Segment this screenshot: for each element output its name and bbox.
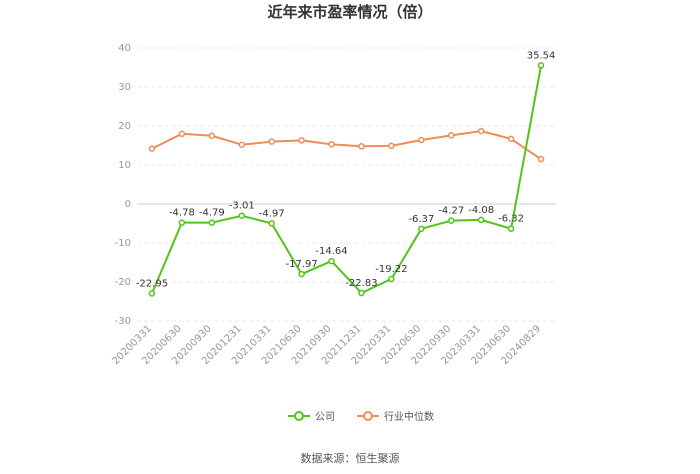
data-point[interactable] (298, 137, 305, 144)
data-point[interactable] (507, 225, 515, 232)
data-point[interactable] (298, 270, 305, 278)
data-label: -4.97 (259, 208, 285, 219)
data-point[interactable] (238, 212, 245, 219)
data-point[interactable] (448, 217, 455, 224)
data-point[interactable] (358, 289, 365, 297)
data-point[interactable] (507, 135, 515, 143)
data-label: -22.83 (345, 278, 377, 289)
data-point[interactable] (148, 145, 156, 152)
data-point[interactable] (148, 290, 156, 297)
data-point[interactable] (448, 132, 455, 139)
data-point[interactable] (208, 219, 216, 226)
data-point[interactable] (388, 275, 395, 283)
series-group (148, 62, 545, 297)
data-label: -22.95 (136, 279, 168, 290)
data-labels: -22.95 -4.78 -4.79 -3.01 -4.97 -17.97 -14.64 -2… (136, 50, 556, 289)
data-point[interactable] (537, 62, 545, 69)
data-label: -14.64 (315, 246, 347, 257)
y-tick-label: -20 (115, 277, 131, 288)
legend-marker (294, 411, 304, 421)
data-label: -4.79 (199, 208, 225, 219)
y-tick-label: 10 (118, 160, 131, 171)
data-label: -6.37 (408, 214, 434, 225)
y-tick-label: 0 (125, 199, 131, 210)
data-point[interactable] (238, 141, 245, 148)
legend-item[interactable]: 行业中位数 (357, 410, 434, 423)
data-label: 35.54 (527, 50, 556, 61)
series-line (151, 130, 542, 160)
data-point[interactable] (178, 219, 186, 226)
data-label: -4.78 (169, 208, 195, 219)
data-label: -17.97 (285, 259, 317, 270)
grid-lines (137, 47, 556, 322)
legend-label: 公司 (315, 412, 335, 423)
data-point[interactable] (268, 138, 275, 145)
series-line (151, 65, 543, 295)
data-point[interactable] (537, 155, 545, 163)
data-label: -3.01 (229, 201, 255, 212)
data-point[interactable] (477, 216, 485, 224)
data-point[interactable] (208, 132, 216, 139)
y-axis-ticks: 40 30 20 10 0 -10 -20 -30 (115, 43, 131, 327)
y-tick-label: 30 (118, 82, 131, 93)
y-tick-label: 40 (118, 43, 131, 54)
data-label: -6.32 (498, 214, 524, 225)
legend[interactable]: 公司 行业中位数 (288, 410, 434, 423)
data-point[interactable] (328, 257, 335, 265)
data-label: -4.08 (468, 205, 494, 216)
legend-item[interactable]: 公司 (288, 411, 335, 423)
legend-marker (363, 411, 373, 421)
data-point[interactable] (328, 141, 335, 148)
data-point[interactable] (477, 127, 485, 135)
data-point[interactable] (358, 143, 365, 150)
data-point[interactable] (388, 142, 395, 150)
source-text: 数据来源：恒生聚源 (301, 451, 400, 465)
y-tick-label: -10 (115, 238, 131, 249)
data-point[interactable] (418, 225, 425, 233)
data-label: -19.22 (375, 264, 407, 275)
chart-title: 近年来市盈率情况（倍） (267, 3, 432, 21)
data-point[interactable] (268, 220, 275, 227)
y-tick-label: -30 (115, 316, 131, 327)
data-point[interactable] (178, 130, 186, 138)
data-point[interactable] (418, 136, 425, 144)
y-tick-label: 20 (118, 121, 131, 132)
data-label: -4.27 (438, 206, 464, 217)
legend-label: 行业中位数 (384, 410, 434, 423)
x-axis-ticks: 2020033120200630202009302020123120210331… (110, 323, 543, 367)
